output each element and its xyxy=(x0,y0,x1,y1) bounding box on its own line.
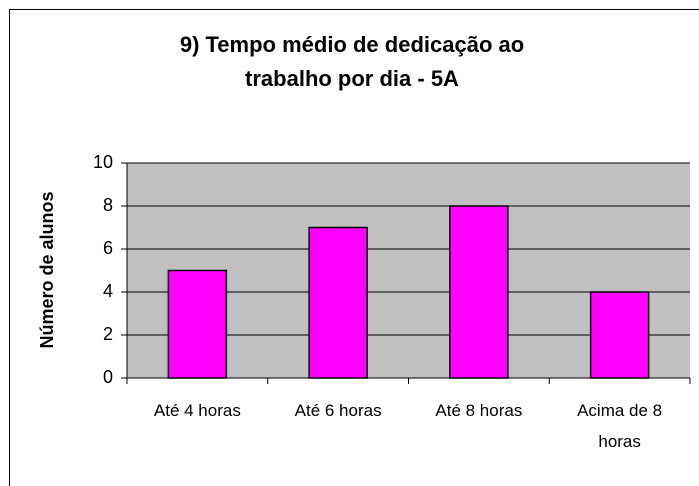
x-tick-label: Até 4 horas xyxy=(154,401,241,420)
bar xyxy=(589,291,650,379)
chart-title: 9) Tempo médio de dedicação ao trabalho p… xyxy=(180,32,524,91)
y-tick-label: 0 xyxy=(103,367,113,387)
y-tick-label: 8 xyxy=(103,195,113,215)
x-tick-label: Até 6 horas xyxy=(295,401,382,420)
bar xyxy=(449,205,509,379)
x-tick-label: Acima de 8 horas xyxy=(577,401,662,451)
bar xyxy=(308,226,368,379)
y-tick-label: 2 xyxy=(103,324,113,344)
y-tick-label: 6 xyxy=(103,238,113,258)
bar xyxy=(167,269,228,379)
y-tick-label: 10 xyxy=(93,152,113,172)
x-tick-label: Até 8 horas xyxy=(435,401,522,420)
y-axis-label: Número de alunos xyxy=(37,191,57,348)
y-tick-label: 4 xyxy=(103,281,113,301)
